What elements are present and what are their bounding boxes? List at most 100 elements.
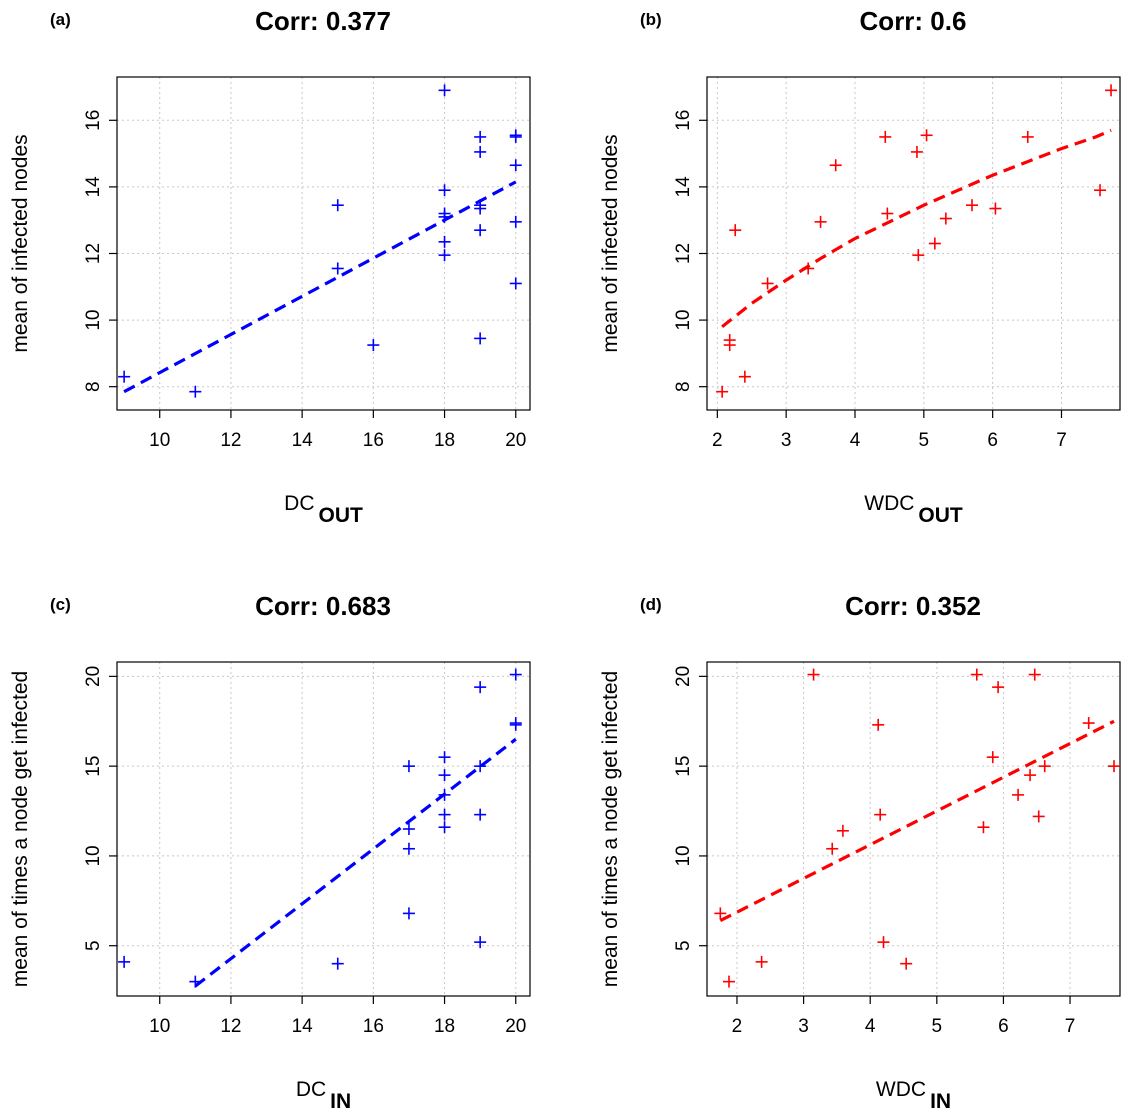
x-axis-label-sub: IN	[930, 1090, 951, 1110]
data-point	[989, 202, 1002, 215]
x-axis-label-main: WDC	[876, 1078, 926, 1101]
y-axis-label: mean of times a node get infected	[599, 671, 622, 987]
data-point	[438, 210, 451, 223]
x-axis-label-main: DC	[284, 492, 314, 515]
y-tick-label: 10	[83, 845, 104, 866]
data-point	[928, 237, 941, 250]
data-point	[874, 808, 887, 821]
data-point	[474, 224, 487, 237]
y-tick-label: 5	[673, 940, 694, 951]
data-point	[722, 975, 735, 988]
data-point	[714, 907, 727, 920]
data-point	[966, 199, 979, 212]
data-point	[1028, 668, 1041, 681]
data-point	[807, 668, 820, 681]
y-axis-label: mean of infected nodes	[599, 134, 622, 352]
data-point	[729, 224, 742, 237]
fit-line	[721, 128, 1112, 328]
data-point	[829, 159, 842, 172]
data-point	[1108, 760, 1121, 773]
data-point	[900, 957, 913, 970]
x-axis-label-main: DC	[296, 1078, 326, 1101]
chart-title: Corr: 0.352	[845, 591, 981, 621]
data-point	[438, 808, 451, 821]
data-point	[977, 821, 990, 834]
y-tick-label: 8	[673, 381, 694, 392]
x-axis-label: WDCIN	[876, 1078, 951, 1110]
data-point	[509, 277, 522, 290]
data-point	[509, 215, 522, 228]
data-point	[402, 907, 415, 920]
data-point	[367, 339, 380, 352]
y-axis-label: mean of times a node get infected	[9, 671, 32, 987]
y-tick-label: 15	[673, 756, 694, 777]
x-tick-label: 12	[220, 1016, 241, 1037]
x-tick-label: 10	[149, 430, 170, 451]
data-point	[474, 681, 487, 694]
x-tick-label: 5	[932, 1016, 943, 1037]
x-tick-label: 2	[732, 1016, 743, 1037]
chart-title: Corr: 0.683	[255, 591, 391, 621]
plot-frame	[116, 76, 531, 411]
data-point	[438, 249, 451, 262]
data-point	[912, 249, 925, 262]
x-axis-label-main: WDC	[864, 492, 914, 515]
data-point	[1094, 184, 1107, 197]
data-point	[438, 235, 451, 248]
x-tick-label: 4	[850, 430, 861, 451]
data-point	[755, 955, 768, 968]
x-axis-label-sub: IN	[330, 1090, 351, 1110]
x-tick-label: 10	[149, 1016, 170, 1037]
data-point	[738, 370, 751, 383]
data-point	[331, 262, 344, 275]
y-tick-label: 12	[83, 243, 104, 264]
y-tick-label: 16	[673, 110, 694, 131]
plot-frame	[116, 661, 531, 997]
x-tick-label: 3	[781, 430, 792, 451]
data-point	[402, 760, 415, 773]
data-point	[438, 769, 451, 782]
x-tick-label: 14	[292, 430, 314, 451]
x-tick-label: 4	[865, 1016, 876, 1037]
data-point	[438, 751, 451, 764]
data-point	[716, 385, 729, 398]
data-point	[1105, 84, 1118, 97]
data-point	[438, 184, 451, 197]
panel-4: 2 3 4 5 6 7 5 10 15 20 Corr: 0.352 (d) mean of times…	[599, 591, 1121, 1110]
data-point	[438, 821, 451, 834]
x-tick-label: 20	[505, 430, 526, 451]
data-point	[509, 718, 522, 731]
x-tick-label: 12	[220, 430, 241, 451]
y-tick-label: 10	[673, 310, 694, 331]
panel-label: (b)	[640, 10, 662, 29]
data-point	[438, 788, 451, 801]
data-point	[881, 207, 894, 220]
y-tick-label: 16	[83, 110, 104, 131]
data-point	[723, 339, 736, 352]
data-point	[189, 975, 202, 988]
y-tick-label: 12	[673, 243, 694, 264]
y-axis-label: mean of infected nodes	[9, 134, 32, 352]
data-point	[836, 824, 849, 837]
data-point	[509, 668, 522, 681]
data-point	[331, 199, 344, 212]
data-point	[1021, 130, 1034, 143]
fit-line	[123, 180, 517, 394]
y-tick-label: 10	[83, 310, 104, 331]
data-point	[189, 385, 202, 398]
y-tick-label: 14	[83, 176, 104, 198]
data-point	[509, 159, 522, 172]
y-tick-label: 10	[673, 845, 694, 866]
y-tick-label: 8	[83, 381, 104, 392]
data-point	[331, 957, 344, 970]
data-point	[814, 215, 827, 228]
data-point	[474, 332, 487, 345]
x-tick-label: 16	[363, 430, 384, 451]
x-axis-label: DCOUT	[284, 492, 363, 527]
data-point	[118, 370, 131, 383]
data-point	[1038, 760, 1051, 773]
data-point	[761, 277, 774, 290]
data-point	[1024, 769, 1037, 782]
x-tick-label: 2	[712, 430, 723, 451]
